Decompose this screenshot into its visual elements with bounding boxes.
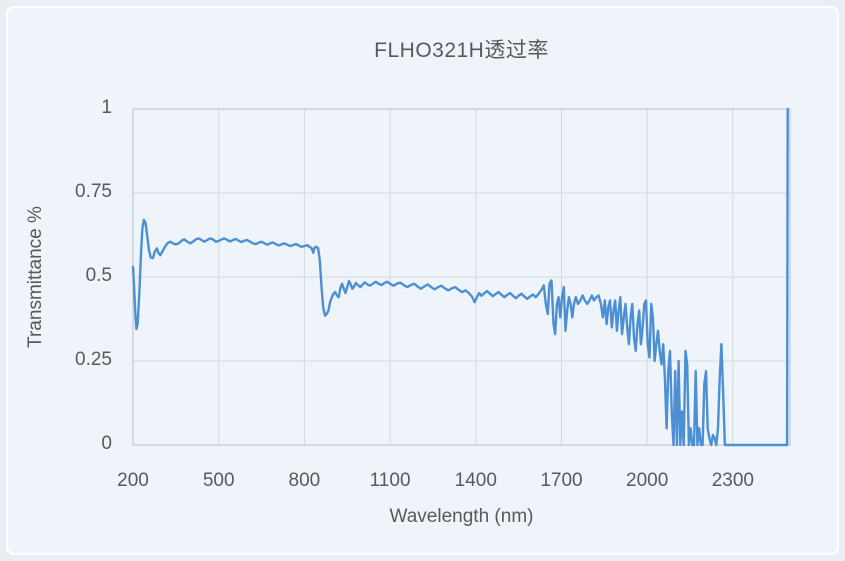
x-tick-label: 1700 bbox=[540, 470, 583, 491]
y-tick-label: 1 bbox=[101, 96, 112, 118]
transmittance-line bbox=[131, 107, 789, 447]
y-tick-label: 0.25 bbox=[75, 348, 112, 370]
x-tick-label: 1400 bbox=[454, 470, 497, 491]
y-tick-label: 0.75 bbox=[75, 180, 112, 202]
chart-title: FLHO321H透过率 bbox=[374, 39, 549, 62]
card-background bbox=[6, 6, 839, 555]
x-axis-label: Wavelength (nm) bbox=[389, 506, 534, 527]
x-tick-label: 800 bbox=[288, 470, 321, 491]
y-tick-label: 0 bbox=[101, 432, 112, 454]
x-tick-label: 2000 bbox=[626, 470, 669, 491]
y-tick-label: 0.5 bbox=[85, 264, 112, 286]
x-tick-label: 200 bbox=[117, 470, 149, 491]
x-tick-label: 2300 bbox=[711, 470, 754, 491]
x-tick-label: 500 bbox=[202, 470, 235, 491]
x-tick-label: 1100 bbox=[369, 470, 411, 491]
